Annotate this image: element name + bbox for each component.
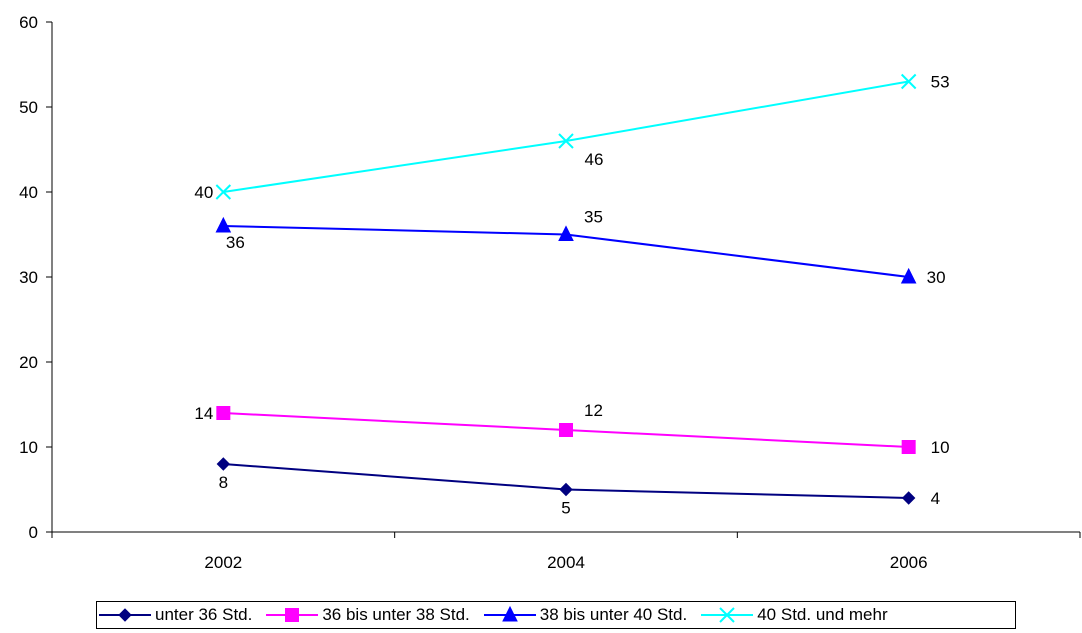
- series-3: [215, 216, 917, 284]
- x-tick-label: 2004: [547, 553, 585, 572]
- series-1: [216, 457, 916, 505]
- data-label: 12: [584, 401, 603, 420]
- series-2: [216, 406, 916, 454]
- axes: [46, 21, 1081, 538]
- data-point: [216, 457, 231, 471]
- data-point: [900, 73, 917, 90]
- legend-swatch-marker: [118, 608, 132, 622]
- y-tick-label: 10: [19, 438, 38, 457]
- legend-item: 38 bis unter 40 Std.: [482, 605, 687, 625]
- legend: unter 36 Std. 36 bis unter 38 Std. 38 bis …: [96, 601, 1016, 629]
- data-label: 4: [931, 489, 940, 508]
- legend-swatch: [266, 608, 319, 622]
- data-label: 35: [584, 208, 603, 227]
- series-line: [223, 80, 909, 193]
- data-label: 5: [561, 499, 570, 518]
- legend-item: unter 36 Std.: [97, 605, 252, 625]
- data-label: 14: [194, 404, 213, 423]
- legend-label: unter 36 Std.: [155, 605, 253, 624]
- data-point: [901, 491, 916, 505]
- y-tick-label: 60: [19, 13, 38, 32]
- legend-label: 38 bis unter 40 Std.: [539, 605, 688, 624]
- data-point: [215, 184, 232, 200]
- legend-item: 36 bis unter 38 Std.: [264, 605, 470, 625]
- legend-swatch: [701, 607, 754, 623]
- data-labels: 8 5 4 14 12 10 36 35 30 40 46 53: [194, 73, 949, 518]
- y-axis-tick-labels: 0 10 20 30 40 50 60: [19, 13, 38, 542]
- y-tick-label: 0: [29, 523, 38, 542]
- data-point: [215, 216, 232, 233]
- legend-swatch-marker: [501, 605, 518, 622]
- data-point: [901, 440, 916, 454]
- legend-label: 36 bis unter 38 Std.: [322, 605, 470, 624]
- data-point: [558, 225, 574, 241]
- data-point: [558, 133, 574, 149]
- data-label: 46: [585, 150, 604, 169]
- legend-label: 40 Std. und mehr: [757, 605, 888, 624]
- legend-swatch: [99, 608, 151, 622]
- series-4: [215, 73, 917, 200]
- y-tick-label: 20: [19, 353, 38, 372]
- data-point: [559, 482, 573, 497]
- data-point: [216, 406, 231, 420]
- data-label: 10: [931, 438, 950, 457]
- x-tick-label: 2002: [204, 553, 242, 572]
- y-tick-label: 40: [19, 183, 38, 202]
- y-tick-label: 30: [19, 268, 38, 287]
- data-label: 53: [931, 73, 950, 92]
- series-layer: [215, 73, 917, 505]
- data-point: [900, 267, 917, 284]
- legend-swatch-marker: [285, 608, 300, 622]
- line-chart: 0 10 20 30 40 50 60 2002 2004 2006 8 5 4 14 12 10 36 35…: [19, 13, 1081, 572]
- legend-swatch: [483, 605, 536, 622]
- legend-swatch-marker: [719, 607, 735, 623]
- data-label: 36: [226, 233, 245, 252]
- x-tick-label: 2006: [890, 553, 928, 572]
- x-axis-tick-labels: 2002 2004 2006: [204, 553, 927, 572]
- data-point: [559, 423, 573, 437]
- legend-item: 40 Std. und mehr: [699, 605, 888, 625]
- data-label: 40: [194, 183, 213, 202]
- data-label: 8: [219, 473, 228, 492]
- y-tick-label: 50: [19, 98, 38, 117]
- data-label: 30: [927, 268, 946, 287]
